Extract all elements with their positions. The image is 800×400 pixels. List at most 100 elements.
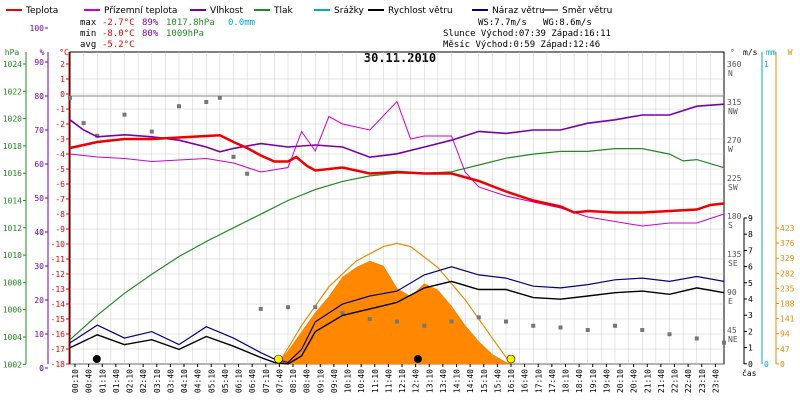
axis-hpa-label-2: 1020 (3, 115, 22, 124)
axis-dir-name-7: NE (728, 335, 738, 344)
axis-pct-label-2: 80 (34, 92, 44, 101)
x-tick-label-9: 04:40 (194, 369, 203, 393)
series-lines (68, 95, 726, 365)
axis-dir-value-1: 315 (727, 98, 742, 107)
axis-hpa-label-4: 1016 (3, 169, 22, 178)
axis-pct-label-0: 100 (30, 24, 45, 33)
axis-degc-label-13: -11 (51, 255, 66, 264)
axis-wm2-label-2: 329 (780, 254, 795, 263)
axis-pct-label-4: 60 (34, 160, 44, 169)
axis-hpa-label-5: 1014 (3, 197, 22, 206)
wind-dir-point-1 (81, 121, 86, 126)
axis-ms-label-1: 8 (748, 230, 753, 239)
stats-avg-temp: -5.2°C (102, 40, 135, 50)
stats-min-label: min (80, 29, 96, 39)
x-tick-label-30: 15:10 (480, 369, 489, 393)
wind-dir-point-2 (95, 133, 100, 138)
x-tick-label-37: 18:40 (575, 369, 584, 393)
wind-dir-point-11 (286, 305, 290, 310)
wind-dir-point-4 (149, 129, 154, 134)
wind-dir-point-27 (722, 340, 726, 345)
axis-wm2-label-9: 0 (780, 360, 785, 369)
axis-dir-name-4: S (728, 221, 733, 230)
legend-label-5: Rychlost větru (388, 6, 453, 16)
x-tick-label-33: 16:40 (521, 369, 530, 393)
wind-dir-point-0 (68, 95, 72, 100)
x-tick-label-10: 05:10 (207, 369, 216, 393)
stats-max-hum: 89% (142, 18, 159, 28)
axis-pct-label-9: 10 (34, 330, 44, 339)
axis-hpa-label-3: 1018 (3, 142, 22, 151)
axis-degc-label-11: -9 (55, 225, 65, 234)
axis-degc-label-18: -16 (51, 330, 66, 339)
x-tick-label-21: 10:40 (357, 369, 366, 393)
stats-ws: WS:7.7m/s (478, 18, 527, 28)
x-tick-label-43: 21:40 (657, 369, 666, 393)
ground-temp-line (69, 100, 725, 227)
axis-degc-label-4: -2 (55, 120, 65, 129)
x-tick-label-34: 17:10 (534, 369, 543, 393)
wind-dir-point-26 (694, 336, 699, 341)
x-tick-label-47: 23:40 (711, 369, 720, 393)
stats-avg-label: avg (80, 40, 96, 50)
x-tick-label-0: 00:10 (71, 369, 80, 393)
stats-max-temp: -2.7°C (102, 18, 135, 28)
axis-ms-label-5: 4 (748, 295, 753, 304)
axis-dir-value-2: 270 (727, 136, 742, 145)
moonset-marker (413, 355, 422, 363)
x-tick-label-1: 00:40 (85, 369, 94, 393)
axis-degc-label-8: -6 (55, 180, 65, 189)
legend-label-3: Tlak (273, 6, 294, 16)
stats-min-pres: 1009hPa (166, 29, 204, 39)
x-tick-label-4: 02:10 (126, 369, 135, 393)
stats-wg: WG:8.6m/s (543, 18, 592, 28)
x-tick-label-15: 07:40 (275, 369, 284, 393)
x-tick-label-41: 20:40 (630, 369, 639, 393)
axis-pct-label-7: 30 (34, 262, 44, 271)
stats-rain: 0.0mm (228, 18, 255, 28)
axes: 1024102210201018101610141012101010081006… (3, 24, 795, 373)
chart-title: 30.11.2010 (364, 51, 436, 65)
x-tick-label-16: 08:10 (289, 369, 298, 393)
axis-hpa-label-6: 1012 (3, 224, 22, 233)
axis-degc-label-14: -12 (51, 270, 66, 279)
x-tick-label-44: 22:10 (671, 369, 680, 393)
wind-dir-point-22 (585, 328, 590, 332)
wind-dir-point-25 (667, 332, 672, 337)
axis-degc-label-7: -5 (55, 165, 65, 174)
temperature-line (69, 134, 725, 214)
sun-moon-markers (92, 354, 516, 364)
x-tick-label-39: 19:40 (602, 369, 611, 393)
wind-dir-point-17 (449, 319, 454, 324)
axis-wm2-label-4: 235 (780, 284, 795, 293)
axis-dir-name-6: E (728, 297, 733, 306)
wind-dir-point-12 (313, 305, 318, 310)
x-tick-label-35: 17:40 (548, 369, 557, 393)
x-tick-label-17: 08:40 (303, 369, 312, 393)
wind-dir-point-9 (245, 171, 250, 176)
axis-degc-label-5: -3 (55, 135, 65, 144)
axis-pct-label-3: 70 (34, 126, 44, 135)
x-tick-label-45: 22:40 (684, 369, 693, 393)
axis-degc-label-19: -17 (51, 345, 66, 354)
x-tick-label-6: 03:10 (153, 369, 162, 393)
x-tick-label-46: 23:10 (698, 369, 707, 393)
axis-wm2-unit: W (788, 48, 793, 57)
axis-pct-label-10: 0 (39, 364, 44, 373)
axis-mm-label-1: 0 (764, 360, 769, 369)
axis-ms-unit: m/s (743, 48, 758, 57)
axis-wm2-label-0: 423 (780, 224, 795, 233)
legend-label-6: Náraz větru (492, 6, 545, 16)
wind-dir-point-3 (122, 112, 127, 117)
wind-dir-point-8 (231, 154, 236, 159)
wind-dir-point-19 (504, 319, 508, 324)
axis-mm-unit: mm (766, 48, 776, 57)
axis-pct-label-6: 40 (34, 228, 44, 237)
axis-ms-label-4: 5 (748, 279, 753, 288)
axis-dir-name-3: SW (728, 183, 738, 192)
x-tick-label-2: 01:10 (98, 369, 107, 393)
axis-wm2-label-7: 94 (780, 330, 790, 339)
x-tick-label-26: 13:10 (425, 369, 434, 393)
x-tick-label-40: 20:10 (616, 369, 625, 393)
